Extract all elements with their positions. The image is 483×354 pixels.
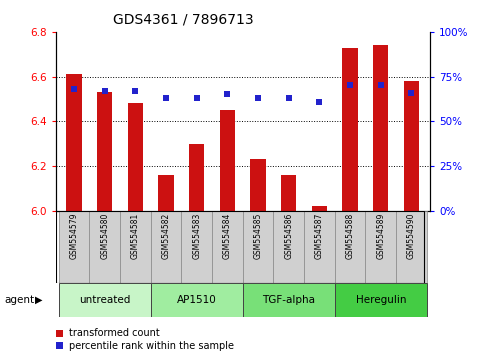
Bar: [281, 175, 297, 211]
Point: [254, 95, 262, 101]
Bar: [366, 211, 396, 283]
Text: GSM554587: GSM554587: [315, 213, 324, 259]
Bar: [189, 144, 204, 211]
Point: [315, 99, 323, 104]
Text: GSM554590: GSM554590: [407, 213, 416, 259]
Bar: [342, 47, 358, 211]
Point: [285, 95, 293, 101]
Bar: [181, 211, 212, 283]
Text: GSM554583: GSM554583: [192, 213, 201, 259]
Point: [408, 90, 415, 96]
Bar: [404, 81, 419, 211]
Bar: [243, 211, 273, 283]
Text: GSM554585: GSM554585: [254, 213, 263, 259]
Text: GSM554580: GSM554580: [100, 213, 109, 259]
Text: transformed count: transformed count: [69, 328, 159, 338]
Text: GSM554586: GSM554586: [284, 213, 293, 259]
Bar: [58, 211, 89, 283]
Text: AP1510: AP1510: [177, 295, 216, 305]
Point: [346, 82, 354, 88]
Text: ▶: ▶: [35, 295, 43, 305]
Text: agent: agent: [5, 295, 35, 305]
Bar: [120, 211, 151, 283]
Bar: [335, 283, 427, 317]
Bar: [128, 103, 143, 211]
Bar: [312, 206, 327, 211]
Text: GDS4361 / 7896713: GDS4361 / 7896713: [113, 12, 254, 27]
Text: Heregulin: Heregulin: [355, 295, 406, 305]
Bar: [335, 211, 366, 283]
Point: [377, 82, 384, 88]
Bar: [151, 211, 181, 283]
Bar: [212, 211, 243, 283]
Text: GSM554588: GSM554588: [346, 213, 355, 259]
Point: [131, 88, 139, 94]
Point: [101, 88, 109, 94]
Bar: [396, 211, 427, 283]
Bar: [151, 283, 243, 317]
Bar: [66, 74, 82, 211]
Point: [162, 95, 170, 101]
Text: GSM554589: GSM554589: [376, 213, 385, 259]
Bar: [304, 211, 335, 283]
Bar: [58, 283, 151, 317]
Text: untreated: untreated: [79, 295, 130, 305]
Bar: [243, 283, 335, 317]
Bar: [158, 175, 174, 211]
Bar: [273, 211, 304, 283]
Text: GSM554579: GSM554579: [70, 213, 78, 259]
Text: percentile rank within the sample: percentile rank within the sample: [69, 341, 234, 351]
Text: GSM554582: GSM554582: [161, 213, 170, 259]
Text: GSM554584: GSM554584: [223, 213, 232, 259]
Bar: [250, 159, 266, 211]
Bar: [89, 211, 120, 283]
Point: [193, 95, 200, 101]
Point: [224, 92, 231, 97]
Text: TGF-alpha: TGF-alpha: [262, 295, 315, 305]
Text: GSM554581: GSM554581: [131, 213, 140, 259]
Bar: [373, 45, 388, 211]
Bar: [97, 92, 113, 211]
Point: [70, 86, 78, 92]
Bar: [220, 110, 235, 211]
